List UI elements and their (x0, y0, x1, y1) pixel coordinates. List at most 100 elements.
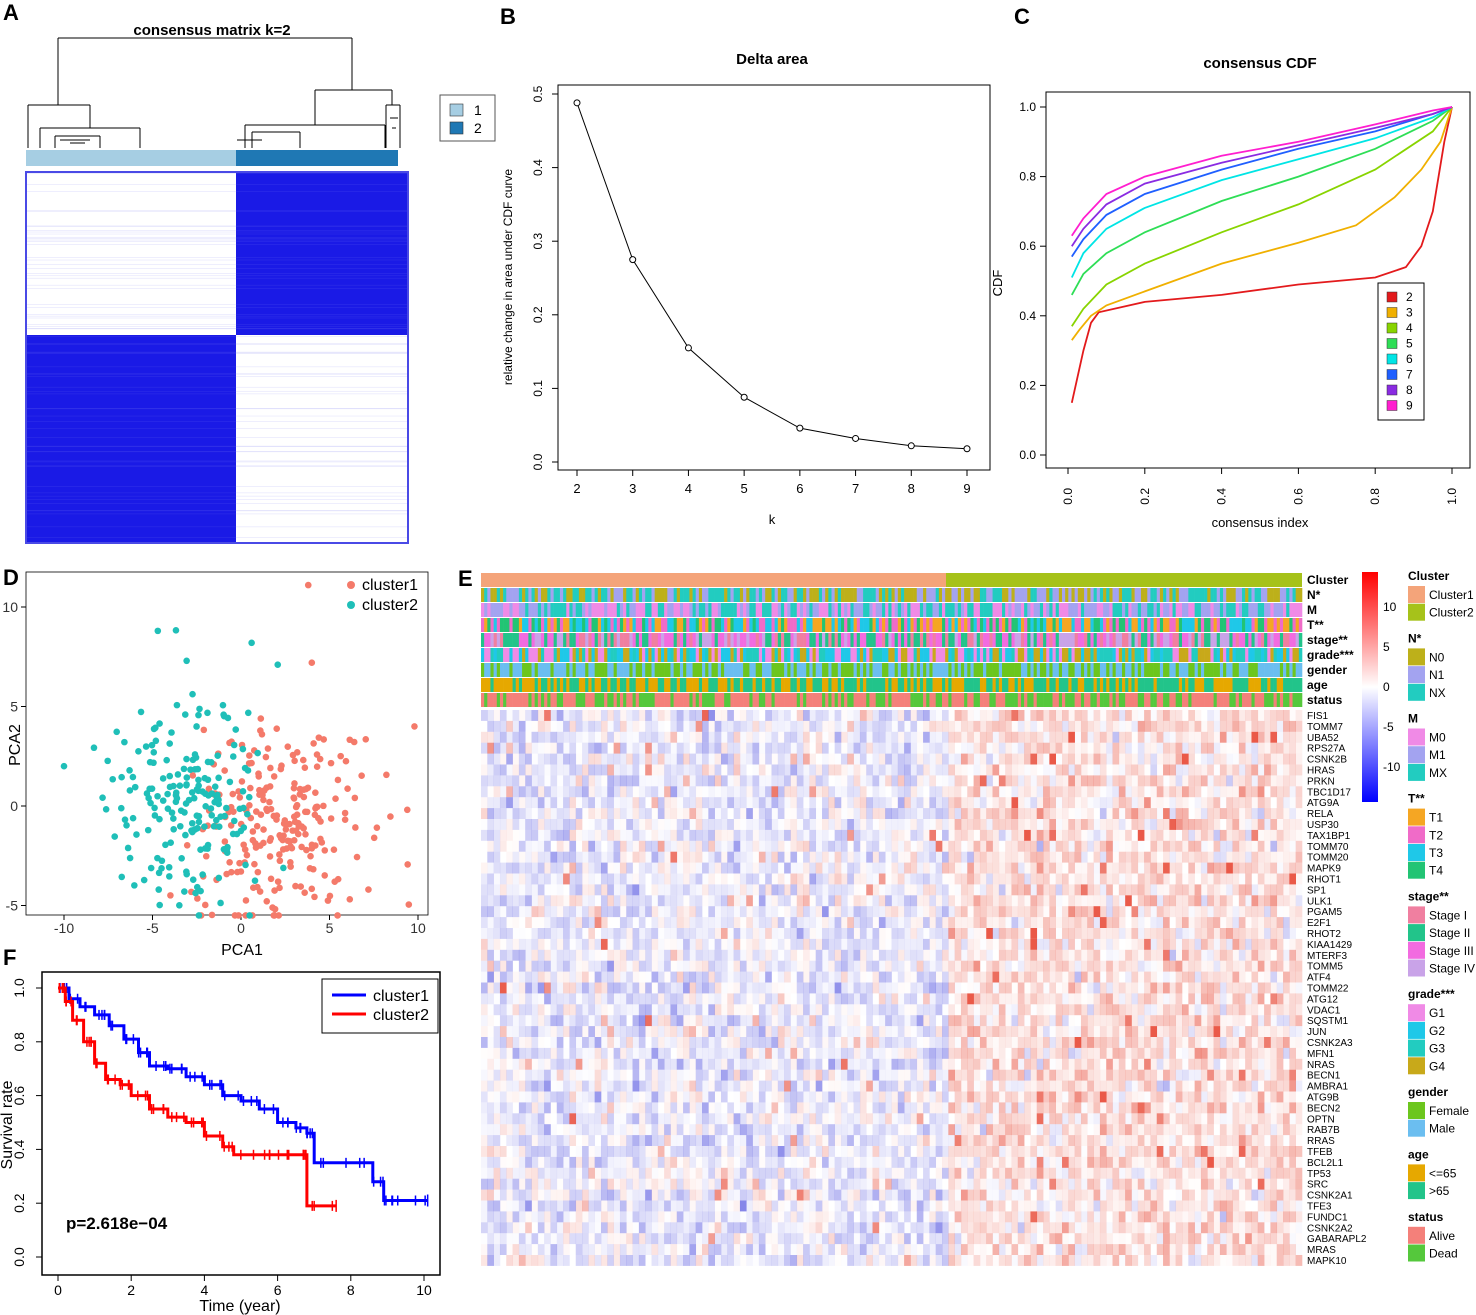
annotation-cell (705, 633, 709, 647)
heatmap-cell (557, 721, 564, 732)
annotation-cell (1232, 603, 1236, 617)
heatmap-cell (1245, 742, 1252, 754)
heatmap-cell (1270, 742, 1278, 754)
heatmap-cell (708, 829, 715, 841)
heatmap-cell (550, 819, 558, 830)
annotation-cell (967, 663, 971, 677)
heatmap-cell (1068, 819, 1075, 830)
annotation-cell (1216, 618, 1221, 632)
annotation-cell (758, 633, 763, 647)
annotation-cell (660, 618, 665, 632)
heatmap-cell (1062, 884, 1069, 896)
annotation-cell (708, 663, 712, 677)
heatmap-cell (1276, 742, 1284, 754)
annotation-cell (790, 588, 794, 602)
heatmap-cell (670, 720, 678, 732)
scatter-point-cluster2 (148, 741, 156, 749)
annotation-cell (1144, 633, 1148, 647)
heatmap-cell (859, 862, 867, 874)
heatmap-cell (695, 764, 703, 776)
scatter-point-cluster1 (404, 861, 411, 868)
annotation-cell (803, 663, 807, 677)
heatmap-cell (1213, 819, 1221, 830)
heatmap-cell (512, 851, 520, 863)
annotation-cell (1182, 678, 1186, 692)
heatmap-cell (1030, 840, 1038, 852)
annotation-cell (698, 648, 703, 662)
heatmap-cell (910, 829, 918, 841)
heatmap-cell (538, 743, 545, 754)
heatmap-cell (1062, 797, 1069, 809)
annotation-cell (859, 603, 864, 617)
annotation-cell (882, 633, 886, 647)
annotation-cell (594, 663, 599, 677)
annotation-cell (651, 678, 655, 692)
annotation-cell (1226, 618, 1230, 632)
annotation-cell (1267, 603, 1271, 617)
heatmap-cell (689, 851, 697, 863)
annotation-cell (1216, 603, 1221, 617)
scatter-point-cluster1 (267, 875, 275, 883)
heatmap-cell (607, 851, 614, 863)
annotation-cell (493, 603, 498, 617)
annotation-cell (503, 663, 507, 677)
heatmap-cell (702, 764, 709, 776)
heatmap-cell (689, 764, 697, 776)
heatmap-cell (790, 731, 798, 743)
annotation-cell (771, 618, 775, 632)
heatmap-cell (651, 797, 659, 809)
heatmap-cell (619, 720, 627, 732)
heatmap-cell (910, 786, 918, 798)
heatmap-cell (733, 786, 741, 798)
annotation-cell (1185, 588, 1189, 602)
annotation-cell (607, 678, 611, 692)
heatmap-cell (1289, 731, 1296, 743)
annotation-cell (1055, 588, 1060, 602)
annotation-cell (578, 618, 583, 632)
annotation-cell (654, 588, 659, 602)
heatmap-cell (720, 829, 728, 841)
heatmap-cell (638, 840, 646, 852)
heatmap-cell (1011, 721, 1018, 732)
annotation-cell (1125, 618, 1129, 632)
annotation-cell (642, 588, 646, 602)
annotation-cell (1248, 603, 1252, 617)
annotation-cell (1065, 588, 1069, 602)
heatmap-cell (1195, 874, 1202, 885)
heatmap-cell (1106, 786, 1113, 798)
heatmap-cell (1251, 764, 1259, 776)
heatmap-cell (1125, 775, 1132, 787)
heatmap-cell (752, 862, 760, 874)
annotation-cell (493, 633, 498, 647)
annotation-cell (1062, 663, 1066, 677)
heatmap-cell (778, 819, 785, 830)
heatmap-cell (1257, 797, 1265, 809)
heatmap-cell (481, 775, 488, 787)
heatmap-cell (784, 710, 791, 721)
annotation-cell (1106, 603, 1110, 617)
heatmap-cell (727, 862, 734, 874)
annotation-cell (960, 663, 965, 677)
annotation-cell (1065, 693, 1069, 707)
annotation-cell (948, 633, 952, 647)
annotation-cell (708, 603, 712, 617)
annotation-cell (1036, 678, 1041, 692)
annotation-cell (1248, 663, 1252, 677)
annotation-cell (1245, 693, 1249, 707)
annotation-cell (954, 618, 959, 632)
annotation-cell (683, 603, 687, 617)
annotation-cell (910, 633, 914, 647)
annotation-row (481, 663, 1303, 677)
annotation-cell (654, 618, 659, 632)
heatmap-cell (1182, 742, 1189, 754)
annotation-cell (859, 663, 864, 677)
scatter-point-cluster1 (201, 901, 209, 909)
heatmap-cell (575, 731, 583, 743)
annotation-cell (1128, 663, 1132, 677)
heatmap-cell (910, 851, 918, 863)
annotation-cell (1254, 633, 1259, 647)
heatmap-cell (1182, 863, 1189, 874)
annotation-cell (657, 648, 662, 662)
heatmap-cell (1163, 851, 1170, 863)
annotation-cell (537, 648, 542, 662)
